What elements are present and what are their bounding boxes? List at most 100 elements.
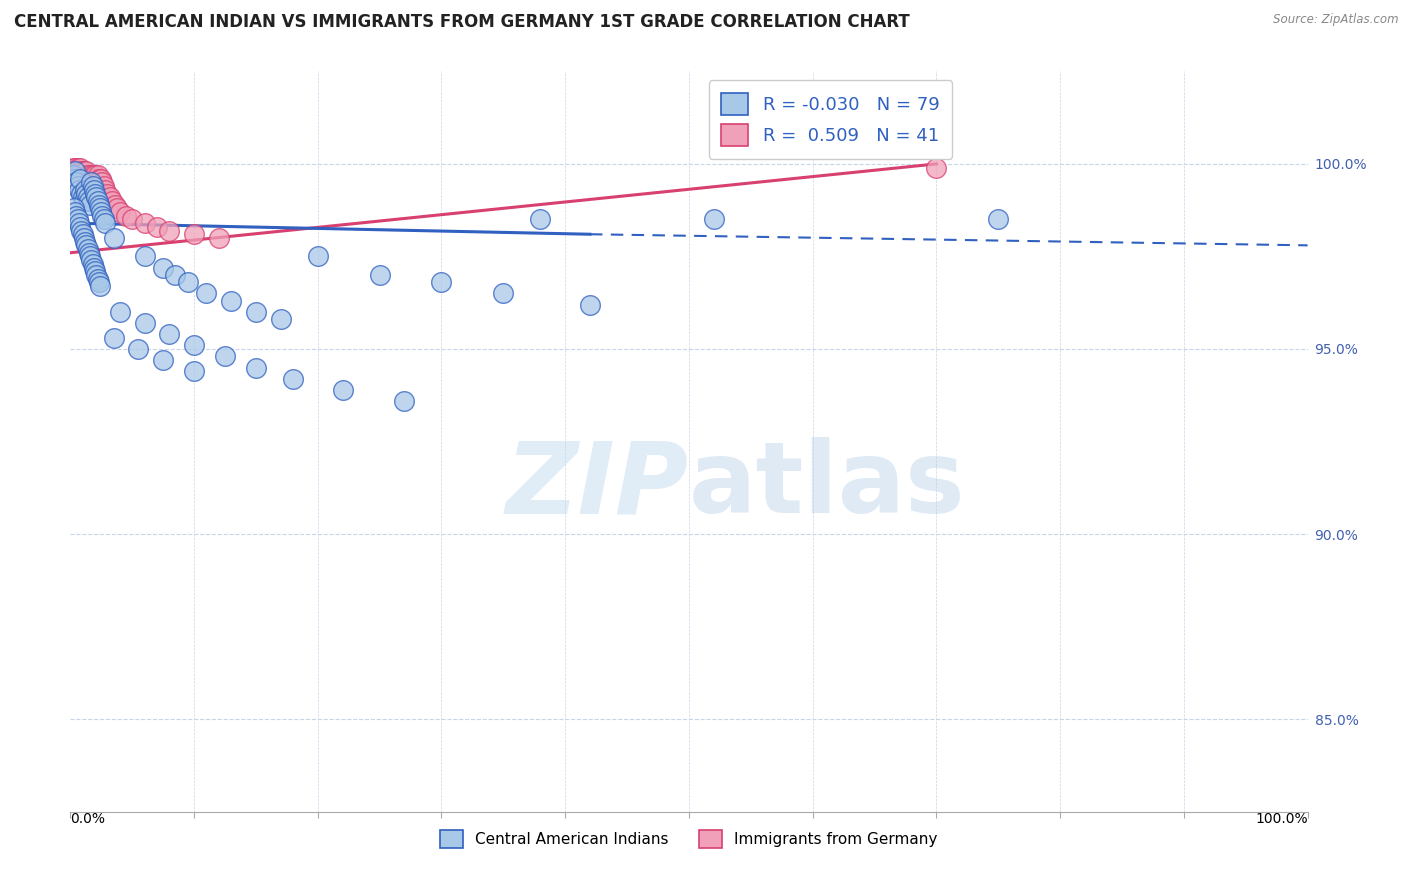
- Point: [72, 168, 94, 182]
- Point: [152, 353, 174, 368]
- Point: [307, 250, 329, 264]
- Point: [208, 231, 231, 245]
- Point: [66, 161, 89, 175]
- Point: [89, 176, 111, 190]
- Point: [87, 171, 110, 186]
- Point: [76, 190, 98, 204]
- Point: [82, 179, 104, 194]
- Point: [75, 235, 97, 249]
- Point: [134, 216, 156, 230]
- Point: [90, 171, 112, 186]
- Point: [281, 371, 304, 385]
- Point: [62, 168, 84, 182]
- Point: [72, 190, 94, 204]
- Point: [157, 327, 180, 342]
- Point: [84, 171, 107, 186]
- Text: Source: ZipAtlas.com: Source: ZipAtlas.com: [1274, 13, 1399, 27]
- Point: [245, 305, 267, 319]
- Point: [69, 161, 91, 175]
- Point: [165, 268, 187, 282]
- Point: [86, 271, 108, 285]
- Point: [66, 179, 89, 194]
- Point: [79, 168, 101, 182]
- Point: [80, 176, 103, 190]
- Point: [83, 171, 105, 186]
- Point: [987, 212, 1010, 227]
- Point: [368, 268, 391, 282]
- Point: [101, 194, 124, 208]
- Point: [89, 202, 111, 216]
- Point: [65, 164, 87, 178]
- Legend: Central American Indians, Immigrants from Germany: Central American Indians, Immigrants fro…: [433, 822, 945, 856]
- Point: [703, 212, 725, 227]
- Point: [157, 223, 180, 237]
- Point: [183, 364, 205, 378]
- Point: [103, 231, 125, 245]
- Point: [75, 168, 97, 182]
- Point: [104, 197, 127, 211]
- Point: [73, 231, 96, 245]
- Text: CENTRAL AMERICAN INDIAN VS IMMIGRANTS FROM GERMANY 1ST GRADE CORRELATION CHART: CENTRAL AMERICAN INDIAN VS IMMIGRANTS FR…: [14, 13, 910, 31]
- Point: [103, 331, 125, 345]
- Point: [925, 161, 948, 175]
- Point: [70, 164, 93, 178]
- Point: [87, 276, 110, 290]
- Point: [75, 238, 97, 252]
- Point: [73, 164, 96, 178]
- Point: [108, 205, 131, 219]
- Point: [84, 168, 107, 182]
- Point: [67, 216, 90, 230]
- Point: [75, 164, 97, 178]
- Point: [79, 250, 101, 264]
- Point: [80, 171, 103, 186]
- Text: atlas: atlas: [689, 437, 966, 534]
- Point: [73, 194, 96, 208]
- Point: [105, 202, 128, 216]
- Point: [93, 179, 115, 194]
- Point: [82, 257, 104, 271]
- Point: [77, 245, 100, 260]
- Point: [72, 227, 94, 242]
- Point: [108, 305, 131, 319]
- Point: [63, 164, 86, 178]
- Point: [214, 350, 236, 364]
- Point: [69, 171, 91, 186]
- Point: [75, 183, 97, 197]
- Point: [84, 264, 107, 278]
- Point: [492, 286, 515, 301]
- Point: [183, 338, 205, 352]
- Point: [77, 194, 100, 208]
- Point: [94, 183, 117, 197]
- Point: [70, 186, 93, 201]
- Point: [65, 205, 87, 219]
- Point: [67, 183, 90, 197]
- Point: [270, 312, 292, 326]
- Point: [96, 186, 118, 201]
- Point: [91, 176, 114, 190]
- Point: [69, 219, 91, 234]
- Point: [79, 197, 101, 211]
- Point: [65, 164, 87, 178]
- Point: [82, 168, 104, 182]
- Point: [76, 242, 98, 256]
- Text: 100.0%: 100.0%: [1256, 812, 1308, 826]
- Point: [89, 279, 111, 293]
- Text: ZIP: ZIP: [506, 437, 689, 534]
- Point: [63, 202, 86, 216]
- Point: [65, 209, 87, 223]
- Point: [83, 183, 105, 197]
- Point: [70, 223, 93, 237]
- Point: [90, 205, 112, 219]
- Point: [86, 194, 108, 208]
- Text: 0.0%: 0.0%: [70, 812, 105, 826]
- Point: [63, 171, 86, 186]
- Point: [332, 383, 354, 397]
- Point: [84, 190, 107, 204]
- Point: [195, 286, 218, 301]
- Point: [86, 168, 108, 182]
- Point: [177, 276, 200, 290]
- Point: [152, 260, 174, 275]
- Point: [75, 186, 97, 201]
- Point: [62, 161, 84, 175]
- Point: [579, 297, 602, 311]
